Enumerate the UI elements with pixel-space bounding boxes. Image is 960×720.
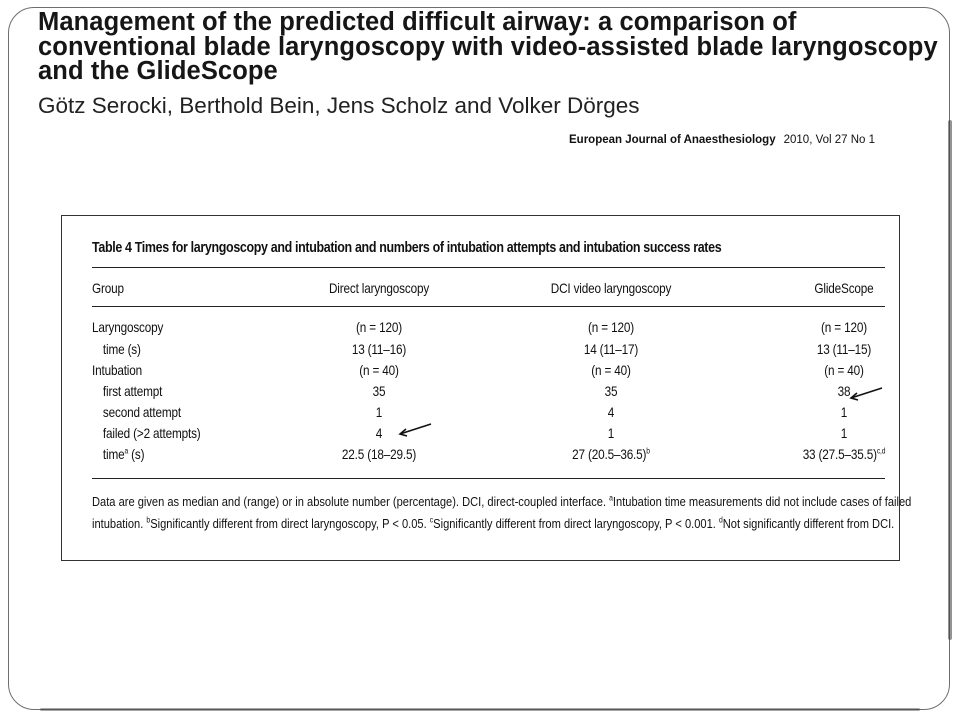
row-label: time (s) [102,341,141,357]
journal-citation: European Journal of Anaesthesiology 2010,… [569,134,875,146]
arrow-direct-failed-icon [398,423,432,437]
table-bottom-rule [92,478,885,479]
table-caption: Table 4 Times for laryngoscopy and intub… [92,240,722,256]
row-label: first attempt [102,383,163,399]
paper-authors: Götz Serocki, Berthold Bein, Jens Scholz… [38,93,640,118]
row-label: Laryngoscopy [92,319,164,335]
row-label: second attempt [102,404,181,420]
row-label: Intubation [92,362,142,378]
frame-shadow-right [948,120,952,640]
header-group: Group [92,280,124,296]
arrow-glidescope-first-attempt-icon [849,387,883,401]
table-footnote: Data are given as median and (range) or … [92,491,912,535]
row-label: failed (>2 attempts) [102,425,201,441]
paper-title: Management of the predicted difficult ai… [38,8,938,85]
row-label: timea (s) [102,446,145,462]
footnote-line-1: Data are given as median and (range) or … [92,493,912,509]
journal-name: European Journal of Anaesthesiology [569,134,776,146]
footnote-line-2: intubation. bSignificantly different fro… [92,515,895,531]
table-figure: Table 4 Times for laryngoscopy and intub… [61,215,912,561]
table-header-rule [92,306,885,307]
journal-issue: 2010, Vol 27 No 1 [783,134,876,146]
table-top-rule [92,267,885,268]
frame-shadow-bottom [40,708,920,711]
